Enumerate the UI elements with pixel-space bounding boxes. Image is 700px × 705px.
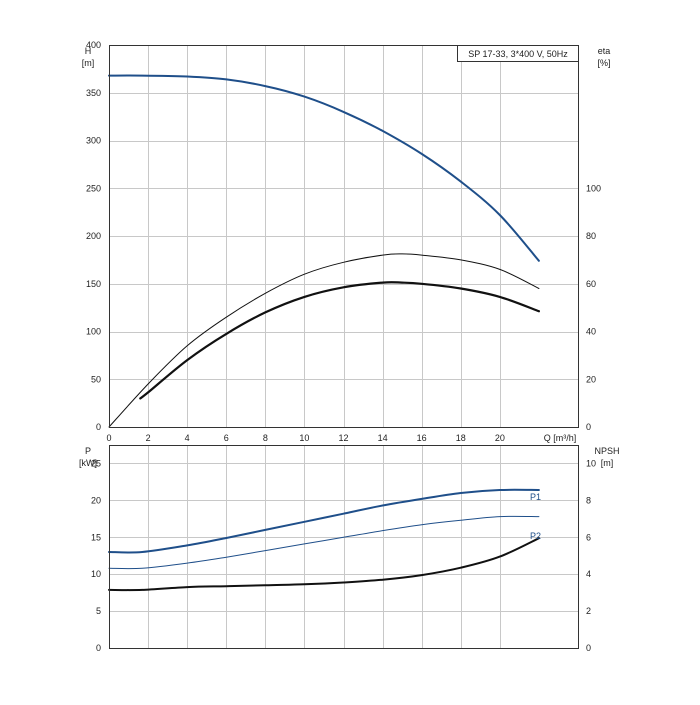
- head-tick-label: 350: [86, 88, 101, 98]
- power-npsh-chart: P [kW] NPSH [m] P1 P2 0 5 10 15 20 25 0 2 4 6 8 10: [79, 445, 620, 653]
- chart-title: SP 17-33, 3*400 V, 50Hz: [468, 49, 568, 59]
- flow-tick-label: 6: [224, 433, 229, 443]
- head-tick-label: 250: [86, 183, 101, 193]
- efficiency-tick-label: 20: [586, 374, 596, 384]
- flow-axis-label: Q [m³/h]: [544, 433, 577, 443]
- power-plot-frame: [109, 445, 579, 649]
- head-tick-label: 50: [91, 374, 101, 384]
- flow-tick-label: 2: [146, 433, 151, 443]
- head-tick-label: 300: [86, 136, 101, 146]
- efficiency-tick-label: 80: [586, 231, 596, 241]
- power-tick-label: 25: [91, 458, 101, 468]
- p2-power-curve-1: [108, 515, 540, 570]
- power-tick-label: 10: [91, 569, 101, 579]
- efficiency-axis-unit: [%]: [597, 58, 610, 68]
- efficiency-tick-labels: 0 20 40 60 80 100: [586, 183, 601, 432]
- head-tick-label: 150: [86, 279, 101, 289]
- power-tick-label: 15: [91, 532, 101, 542]
- p1-series-label: P1: [530, 492, 541, 502]
- head-tick-label: 100: [86, 327, 101, 337]
- flow-tick-label: 16: [417, 433, 427, 443]
- flow-tick-label: 8: [263, 433, 268, 443]
- title-box: [457, 45, 579, 62]
- head-tick-labels: 0 50 100 150 200 250 300 350 400: [86, 40, 101, 432]
- flow-tick-label: 18: [456, 433, 466, 443]
- power-tick-label: 5: [96, 606, 101, 616]
- npsh-tick-label: 10: [586, 458, 596, 468]
- flow-tick-label: 20: [495, 433, 505, 443]
- p2-series-label: P2: [530, 531, 541, 541]
- npsh-tick-label: 2: [586, 606, 591, 616]
- head-axis-unit: [m]: [82, 58, 95, 68]
- power-tick-label: 20: [91, 495, 101, 505]
- head-tick-label: 0: [96, 422, 101, 432]
- efficiency-curve-2: [139, 281, 540, 400]
- head-axis-label: H: [85, 46, 92, 56]
- npsh-tick-label: 0: [586, 643, 591, 653]
- head-plot-frame: [109, 45, 579, 428]
- power-npsh-curves: [108, 488, 540, 592]
- power-tick-label: 0: [96, 643, 101, 653]
- flow-tick-label: 12: [338, 433, 348, 443]
- power-axis-label: P: [85, 446, 91, 456]
- head-efficiency-curves: [108, 74, 540, 428]
- head-efficiency-chart: SP 17-33, 3*400 V, 50Hz H [m] eta [%] Q …: [82, 40, 611, 443]
- efficiency-tick-label: 60: [586, 279, 596, 289]
- head-curve-0: [108, 74, 540, 262]
- flow-tick-labels: 0 2 4 6 8 10 12 14 16 18 20: [106, 433, 504, 443]
- power-axis-unit: [kW]: [79, 458, 97, 468]
- power-tick-labels: 0 5 10 15 20 25: [91, 458, 101, 653]
- npsh-axis-label: NPSH: [594, 446, 619, 456]
- npsh-axis-unit: [m]: [601, 458, 614, 468]
- npsh-tick-labels: 0 2 4 6 8 10: [586, 458, 596, 653]
- npsh-tick-label: 8: [586, 495, 591, 505]
- flow-tick-label: 14: [378, 433, 388, 443]
- efficiency-curve-1: [108, 253, 540, 428]
- npsh-curve-2: [108, 537, 540, 592]
- npsh-tick-label: 4: [586, 569, 591, 579]
- flow-tick-label: 10: [299, 433, 309, 443]
- efficiency-tick-label: 0: [586, 422, 591, 432]
- head-tick-label: 200: [86, 231, 101, 241]
- npsh-tick-label: 6: [586, 532, 591, 542]
- head-tick-label: 400: [86, 40, 101, 50]
- head-grid: [109, 45, 578, 428]
- efficiency-tick-label: 40: [586, 327, 596, 337]
- flow-tick-label: 4: [185, 433, 190, 443]
- efficiency-axis-label: eta: [598, 46, 611, 56]
- flow-tick-label: 0: [106, 433, 111, 443]
- p1-power-curve-0: [108, 488, 540, 554]
- efficiency-tick-label: 100: [586, 183, 601, 193]
